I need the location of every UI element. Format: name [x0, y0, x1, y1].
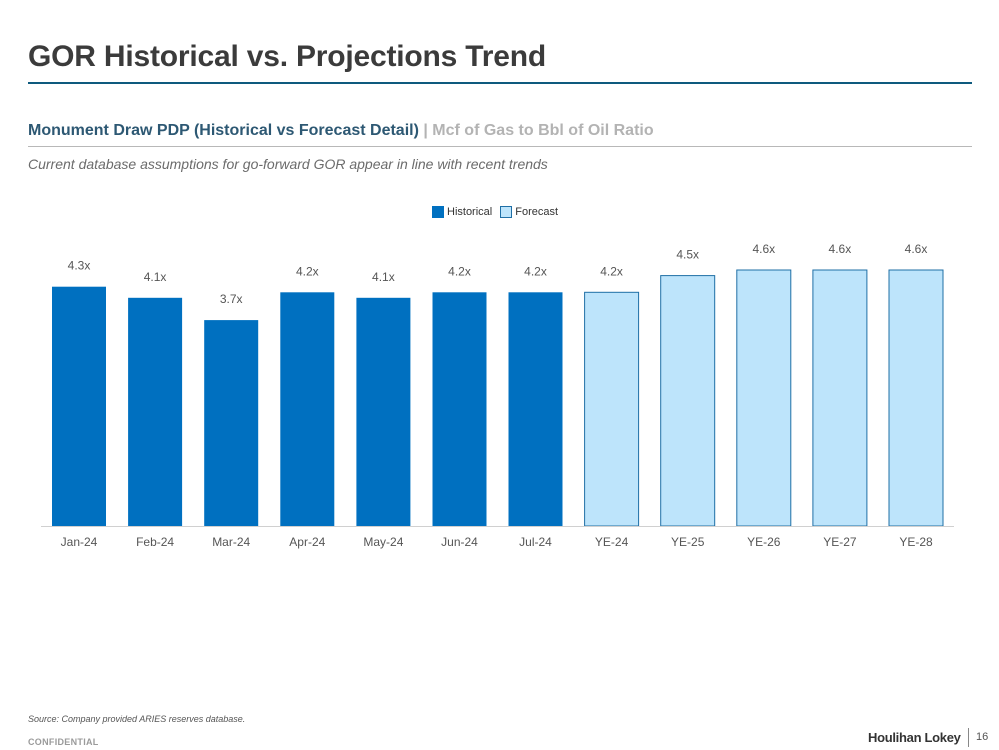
x-tick-apr-24: Apr-24: [289, 535, 325, 549]
x-tick-jul-24: Jul-24: [519, 535, 552, 549]
chart-legend: Historical Forecast: [432, 206, 566, 218]
confidential-label: CONFIDENTIAL: [28, 737, 99, 747]
data-label-ye-26: 4.6x: [752, 242, 775, 256]
bar-feb-24: [128, 297, 183, 526]
data-label-may-24: 4.1x: [372, 270, 395, 284]
bar-apr-24: [280, 292, 335, 526]
brand-logo-text: Houlihan Lokey: [868, 730, 961, 745]
subtitle-divider: [28, 146, 972, 147]
x-tick-feb-24: Feb-24: [136, 535, 174, 549]
x-tick-may-24: May-24: [363, 535, 403, 549]
title-divider: [28, 82, 972, 84]
subtitle-main: Monument Draw PDP (Historical vs Forecas…: [28, 122, 419, 139]
page-number: 16: [976, 731, 989, 743]
data-label-ye-28: 4.6x: [905, 242, 928, 256]
bar-jan-24: [52, 286, 106, 526]
bar-ye-24: [584, 291, 640, 527]
commentary-note: Current database assumptions for go-forw…: [28, 156, 548, 172]
bar-mar-24: [204, 320, 259, 526]
data-label-apr-24: 4.2x: [296, 264, 319, 278]
chart-subtitle: Monument Draw PDP (Historical vs Forecas…: [28, 122, 654, 140]
brand-divider: [968, 728, 969, 747]
subtitle-description: Mcf of Gas to Bbl of Oil Ratio: [432, 122, 654, 139]
legend-label-forecast: Forecast: [515, 206, 559, 218]
legend-swatch-historical: [432, 206, 444, 218]
x-tick-ye-28: YE-28: [899, 535, 933, 549]
x-tick-ye-25: YE-25: [671, 535, 705, 549]
data-label-ye-24: 4.2x: [600, 264, 623, 278]
bar-ye-28: [888, 269, 944, 527]
data-label-jun-24: 4.2x: [448, 264, 471, 278]
source-note: Source: Company provided ARIES reserves …: [28, 714, 246, 724]
legend-swatch-forecast: [500, 206, 513, 218]
bar-jul-24: [508, 292, 563, 526]
data-label-ye-25: 4.5x: [676, 248, 699, 262]
x-tick-ye-24: YE-24: [595, 535, 629, 549]
bar-ye-26: [736, 269, 792, 527]
legend-label-historical: Historical: [447, 206, 493, 218]
bar-ye-27: [812, 269, 868, 527]
x-tick-jun-24: Jun-24: [441, 535, 478, 549]
gor-bar-chart: 4.3x Jan-24 4.1x Feb-24 3.7x Mar-24 4.2x Apr-24…: [41, 242, 954, 549]
data-label-mar-24: 3.7x: [220, 292, 243, 306]
x-tick-ye-26: YE-26: [747, 535, 781, 549]
data-label-ye-27: 4.6x: [829, 242, 852, 256]
legend-item-historical: Historical: [432, 206, 492, 218]
data-label-jul-24: 4.2x: [524, 264, 547, 278]
x-tick-mar-24: Mar-24: [212, 535, 250, 549]
bar-jun-24: [432, 292, 487, 526]
legend-item-forecast: Forecast: [500, 206, 558, 218]
bar-may-24: [356, 297, 411, 526]
subtitle-separator: |: [418, 122, 433, 139]
data-label-jan-24: 4.3x: [68, 259, 91, 273]
x-tick-ye-27: YE-27: [823, 535, 857, 549]
data-label-feb-24: 4.1x: [144, 270, 167, 284]
x-tick-jan-24: Jan-24: [61, 535, 98, 549]
page-title: GOR Historical vs. Projections Trend: [28, 40, 546, 73]
bar-ye-25: [660, 275, 716, 527]
